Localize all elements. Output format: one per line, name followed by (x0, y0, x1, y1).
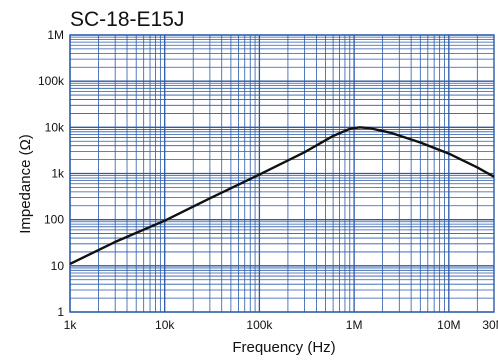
impedance-curve (69, 126, 495, 265)
grid (69, 34, 495, 313)
y-tick-label: 1k (51, 167, 65, 181)
x-axis-label: Frequency (Hz) (232, 339, 335, 356)
y-tick-label: 1M (47, 28, 64, 42)
y-tick-label: 10 (51, 259, 65, 273)
y-tick-labels: 1 10 100 1k 10k 100k 1M (38, 28, 65, 319)
x-tick-label: 10M (437, 318, 460, 332)
chart-title: SC-18-E15J (70, 8, 184, 31)
x-tick-labels: 1k 10k 100k 1M 10M 30M (64, 318, 498, 332)
x-tick-label: 1k (64, 318, 78, 332)
y-tick-label: 1 (57, 305, 64, 319)
y-tick-label: 100 (44, 213, 64, 227)
y-tick-label: 100k (38, 74, 65, 88)
y-axis-label: Impedance (Ω) (17, 134, 34, 234)
y-tick-label: 10k (45, 120, 65, 134)
x-tick-label: 30M (482, 318, 498, 332)
x-tick-label: 1M (346, 318, 363, 332)
x-tick-label: 10k (155, 318, 175, 332)
x-tick-label: 100k (246, 318, 273, 332)
curve-layer (69, 126, 495, 265)
